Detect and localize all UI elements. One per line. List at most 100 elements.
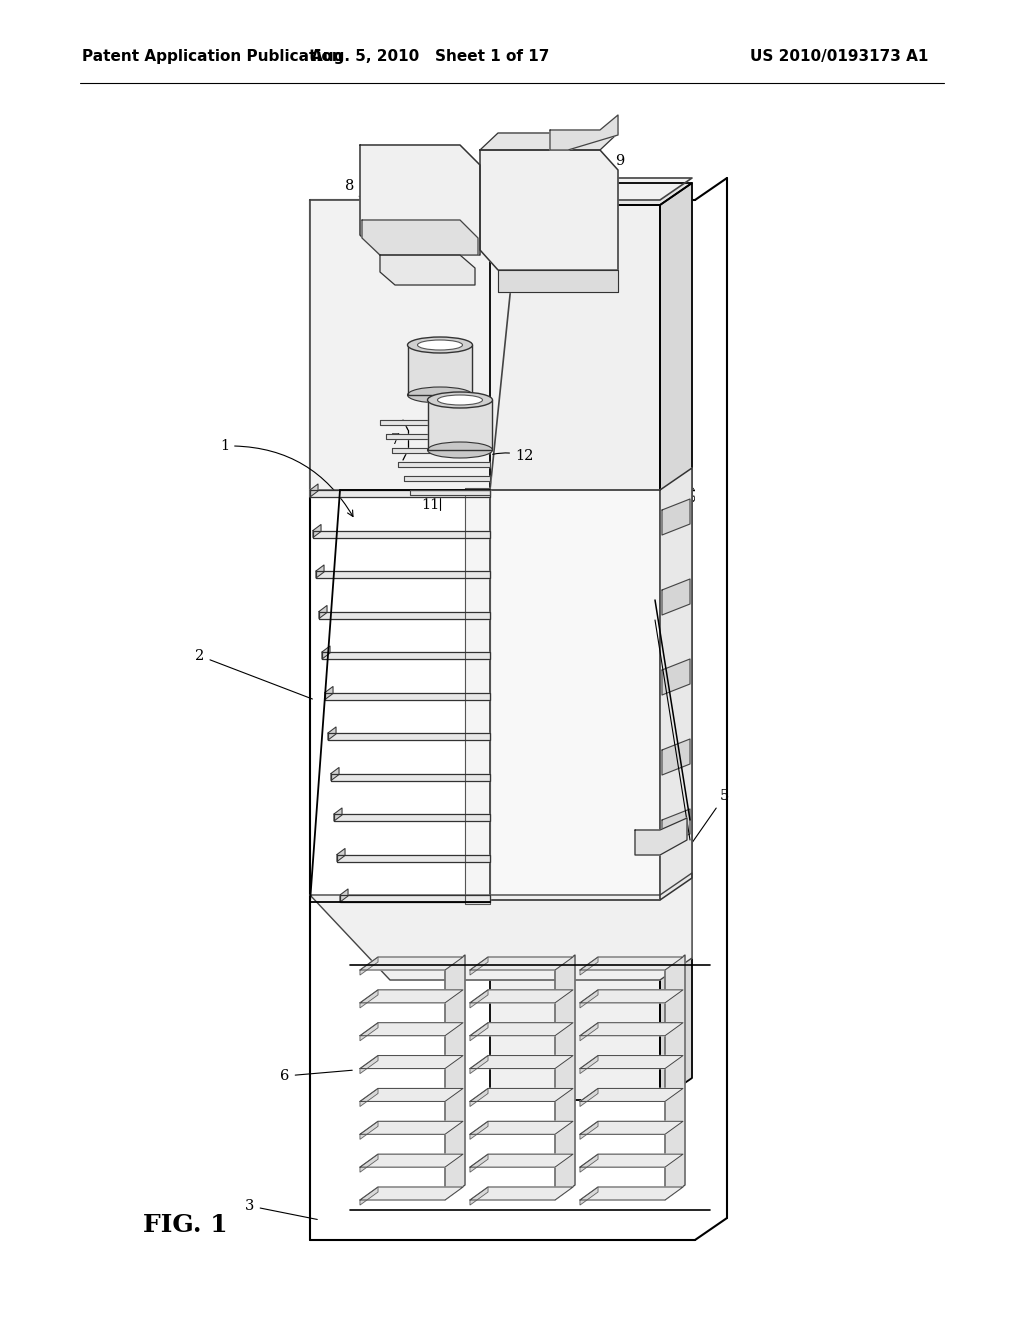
Text: 13: 13 <box>678 486 692 504</box>
Polygon shape <box>325 686 333 700</box>
Polygon shape <box>470 1089 573 1101</box>
Polygon shape <box>490 183 692 205</box>
Polygon shape <box>580 957 683 970</box>
Text: 6: 6 <box>281 1069 352 1082</box>
Ellipse shape <box>408 387 472 403</box>
Polygon shape <box>470 1023 488 1040</box>
Polygon shape <box>340 888 348 902</box>
Polygon shape <box>580 990 683 1003</box>
Polygon shape <box>660 469 692 900</box>
Polygon shape <box>360 957 378 975</box>
Polygon shape <box>360 1187 463 1200</box>
Polygon shape <box>360 1089 378 1106</box>
Polygon shape <box>360 1154 378 1172</box>
Polygon shape <box>580 1121 683 1134</box>
Polygon shape <box>310 178 692 490</box>
Polygon shape <box>331 774 490 780</box>
Text: 9: 9 <box>593 154 625 168</box>
Polygon shape <box>580 990 598 1008</box>
Polygon shape <box>404 477 490 480</box>
Text: Aug. 5, 2010   Sheet 1 of 17: Aug. 5, 2010 Sheet 1 of 17 <box>311 49 549 65</box>
Polygon shape <box>340 895 490 902</box>
Polygon shape <box>470 1154 488 1172</box>
Polygon shape <box>470 957 488 975</box>
Text: 11: 11 <box>421 498 439 512</box>
Polygon shape <box>470 1121 573 1134</box>
Polygon shape <box>550 115 618 150</box>
Polygon shape <box>310 490 490 498</box>
Text: 7: 7 <box>390 433 399 447</box>
Polygon shape <box>313 531 490 537</box>
Polygon shape <box>392 447 490 453</box>
Polygon shape <box>665 954 685 1200</box>
Polygon shape <box>470 1187 488 1205</box>
Ellipse shape <box>427 392 493 408</box>
Polygon shape <box>580 1154 683 1167</box>
Polygon shape <box>360 1056 463 1069</box>
Polygon shape <box>380 420 490 425</box>
Polygon shape <box>555 954 575 1200</box>
Polygon shape <box>580 1089 598 1106</box>
Polygon shape <box>445 954 465 1200</box>
Ellipse shape <box>427 442 493 458</box>
Ellipse shape <box>408 337 472 352</box>
Polygon shape <box>331 767 339 780</box>
Polygon shape <box>580 1089 683 1101</box>
Polygon shape <box>386 434 490 440</box>
Text: 1: 1 <box>220 440 353 516</box>
Text: 8: 8 <box>345 180 397 215</box>
Ellipse shape <box>418 341 463 350</box>
Polygon shape <box>580 957 598 975</box>
Polygon shape <box>328 727 336 741</box>
Polygon shape <box>580 1187 683 1200</box>
Ellipse shape <box>437 395 482 405</box>
Polygon shape <box>490 205 660 1100</box>
Polygon shape <box>465 488 490 904</box>
Polygon shape <box>322 645 330 659</box>
Polygon shape <box>360 990 378 1008</box>
Polygon shape <box>360 1187 378 1205</box>
Polygon shape <box>662 579 690 615</box>
Polygon shape <box>470 957 573 970</box>
Polygon shape <box>319 606 327 619</box>
Polygon shape <box>410 490 490 495</box>
Polygon shape <box>334 808 342 821</box>
Polygon shape <box>580 1056 598 1073</box>
Polygon shape <box>313 524 321 537</box>
Polygon shape <box>662 809 690 845</box>
Polygon shape <box>398 462 490 467</box>
Polygon shape <box>662 499 690 535</box>
Polygon shape <box>662 659 690 696</box>
Polygon shape <box>319 611 490 619</box>
Polygon shape <box>580 1023 598 1040</box>
Polygon shape <box>360 990 463 1003</box>
Polygon shape <box>310 873 692 979</box>
Polygon shape <box>408 345 472 395</box>
Polygon shape <box>360 145 480 255</box>
Polygon shape <box>470 990 573 1003</box>
Polygon shape <box>470 1187 573 1200</box>
Polygon shape <box>662 739 690 775</box>
Polygon shape <box>428 400 492 450</box>
Polygon shape <box>337 854 490 862</box>
Polygon shape <box>580 1023 683 1036</box>
Text: 12: 12 <box>493 449 534 463</box>
Text: US 2010/0193173 A1: US 2010/0193173 A1 <box>751 49 929 65</box>
Polygon shape <box>470 1089 488 1106</box>
Text: 2: 2 <box>196 649 312 700</box>
Polygon shape <box>470 990 488 1008</box>
Polygon shape <box>337 849 345 862</box>
Polygon shape <box>580 1187 598 1205</box>
Polygon shape <box>470 1154 573 1167</box>
Polygon shape <box>470 1056 573 1069</box>
Polygon shape <box>360 1089 463 1101</box>
Text: FIG. 1: FIG. 1 <box>143 1213 228 1237</box>
Polygon shape <box>310 484 318 498</box>
Polygon shape <box>498 271 618 292</box>
Polygon shape <box>470 1121 488 1139</box>
Polygon shape <box>490 490 660 900</box>
Polygon shape <box>660 183 692 1100</box>
Polygon shape <box>360 957 463 970</box>
Polygon shape <box>470 1023 573 1036</box>
Polygon shape <box>316 565 324 578</box>
